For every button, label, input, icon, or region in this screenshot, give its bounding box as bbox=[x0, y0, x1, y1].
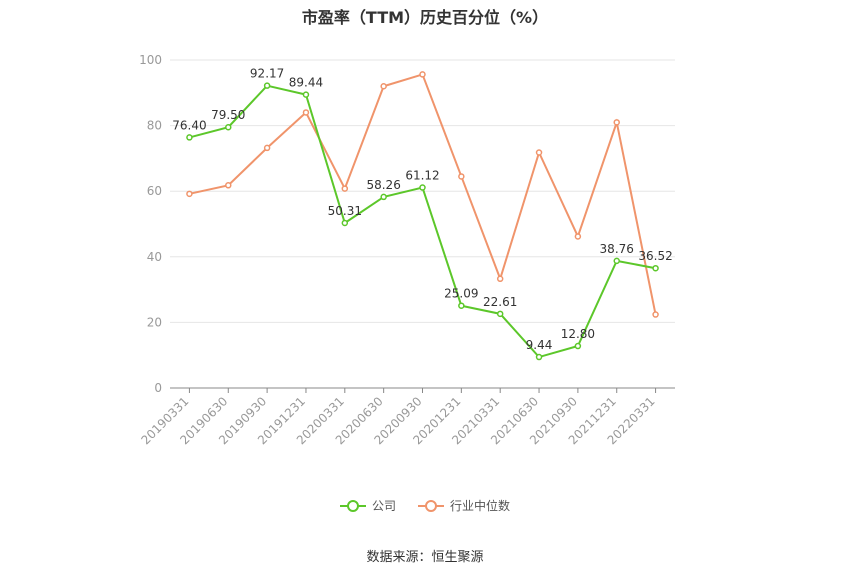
data-label-1: 79.50 bbox=[211, 108, 245, 122]
series-0-point-1 bbox=[225, 123, 232, 131]
series-0-point-12 bbox=[652, 264, 659, 272]
y-tick-label-0: 0 bbox=[154, 381, 162, 395]
series-0-point-9 bbox=[535, 353, 543, 361]
series-line-1 bbox=[189, 73, 657, 315]
data-label-2: 92.17 bbox=[250, 67, 284, 81]
legend-item-company[interactable]: 公司 bbox=[339, 497, 396, 514]
series-0-point-3 bbox=[302, 91, 310, 98]
series-1-point-4 bbox=[341, 185, 349, 192]
data-label-6: 61.12 bbox=[405, 169, 439, 183]
series-layer bbox=[186, 71, 659, 361]
y-tick-label-20: 20 bbox=[147, 315, 162, 329]
series-1-point-8 bbox=[496, 275, 504, 283]
data-label-11: 38.76 bbox=[600, 242, 634, 256]
series-1-point-9 bbox=[535, 149, 543, 156]
legend-label-company: 公司 bbox=[371, 499, 396, 513]
series-1-point-12 bbox=[652, 311, 659, 318]
series-1-point-1 bbox=[225, 182, 232, 189]
series-0-point-7 bbox=[458, 302, 465, 309]
series-1-point-11 bbox=[613, 119, 620, 126]
y-tick-label-100: 100 bbox=[139, 53, 162, 67]
data-label-12: 36.52 bbox=[638, 249, 672, 263]
y-tick-label-40: 40 bbox=[147, 250, 162, 264]
series-0-point-4 bbox=[341, 219, 349, 227]
series-1-point-3 bbox=[302, 109, 310, 116]
data-labels: 76.40 79.50 92.17 89.44 50.31 58.26 61.12 25.09… bbox=[172, 67, 673, 352]
legend-swatch-company bbox=[339, 499, 366, 513]
legend-item-industry-median[interactable]: 行业中位数 bbox=[418, 497, 510, 514]
y-tick-label-60: 60 bbox=[147, 184, 162, 198]
series-0-point-5 bbox=[380, 193, 387, 201]
legend-label-industry-median: 行业中位数 bbox=[450, 499, 511, 513]
data-label-4: 50.31 bbox=[328, 204, 362, 218]
series-1-point-2 bbox=[263, 144, 271, 152]
series-0-point-8 bbox=[496, 310, 504, 318]
series-0-point-6 bbox=[419, 184, 426, 191]
series-0-point-2 bbox=[263, 82, 271, 89]
data-source: 数据来源：恒生聚源 bbox=[366, 550, 484, 565]
series-line-0 bbox=[189, 84, 656, 359]
data-label-7: 25.09 bbox=[444, 287, 478, 301]
data-label-9: 9.44 bbox=[526, 338, 553, 352]
series-1-point-10 bbox=[574, 233, 582, 240]
legend-swatch-industry-median bbox=[418, 499, 444, 513]
data-label-0: 76.40 bbox=[172, 118, 206, 132]
series-0-point-11 bbox=[613, 257, 620, 265]
data-label-3: 89.44 bbox=[289, 76, 323, 90]
series-1-point-5 bbox=[380, 82, 387, 90]
series-1-point-6 bbox=[419, 71, 426, 78]
series-0-point-10 bbox=[574, 342, 582, 350]
y-tick-label-80: 80 bbox=[147, 119, 162, 133]
grid-lines bbox=[170, 59, 675, 323]
legend: 公司 行业中位数 bbox=[0, 497, 850, 514]
data-label-8: 22.61 bbox=[483, 295, 517, 309]
data-label-10: 12.80 bbox=[561, 327, 595, 341]
series-0-point-0 bbox=[186, 134, 193, 141]
chart-title: 市盈率（TTM）历史百分位（%） bbox=[301, 8, 549, 27]
series-1-point-7 bbox=[458, 173, 465, 180]
data-label-5: 58.26 bbox=[366, 178, 400, 192]
series-1-point-0 bbox=[186, 190, 193, 198]
